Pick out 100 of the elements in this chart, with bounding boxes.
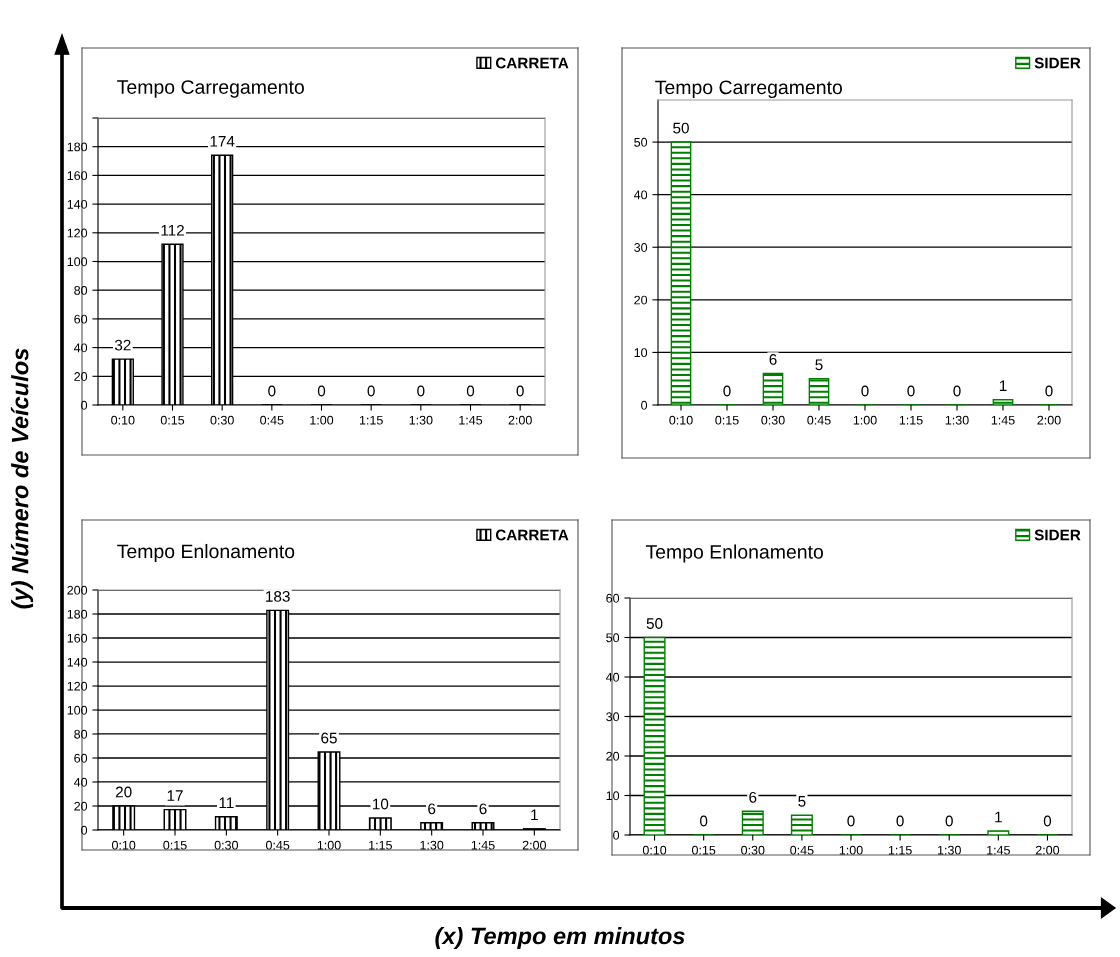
data-label: 6 [479,803,487,815]
text: (x) Tempo em minutos [435,926,685,950]
x-tick-label: 0:30 [214,840,239,850]
y-tick-label: 30 [634,243,648,252]
data-label: 1 [999,380,1007,392]
data-label: 32 [114,339,131,351]
y-tick-label: 60 [74,314,88,324]
legend-label: CARRETA [495,529,569,541]
data-label: 0 [907,385,915,397]
y-tick-label: 120 [67,681,88,691]
bar [987,830,1010,835]
legend-label: SIDER [1034,529,1081,541]
y-tick-label: 40 [73,343,88,353]
y-tick-label: 20 [74,801,88,811]
x-tick-label: 1:45 [991,415,1015,425]
x-tick-label: 0:45 [265,840,290,850]
x-tick-label: 1:45 [987,845,1010,855]
y-tick-label: 50 [606,633,620,643]
y-tick-label: 0 [641,400,648,410]
y-tick-label: 0 [81,400,88,410]
data-label: 50 [646,618,663,629]
x-tick-label: 0:45 [807,415,831,425]
data-label: 0 [896,815,904,827]
x-tick-label: 0:10 [111,840,136,850]
y-tick-label: 80 [74,729,88,739]
y-tick-label: 180 [67,609,88,619]
legend-label: SIDER [1034,57,1081,69]
bar [670,141,692,405]
data-label: 0 [516,385,524,397]
data-label: 0 [317,385,326,397]
x-tick-label: 0:45 [790,845,814,855]
data-label: 0 [700,815,708,827]
y-tick-label: 10 [634,348,648,358]
bar [643,636,666,835]
x-tick-label: 0:15 [160,415,185,425]
data-label: 0 [945,815,953,827]
y-tick-label: 60 [606,593,620,603]
x-tick-label: 1:45 [459,415,483,425]
y-tick-label: 160 [67,171,88,181]
y-tick-label: 60 [74,753,88,763]
y-tick-label: 200 [67,585,88,595]
data-label: 0 [367,385,375,397]
y-tick-label: 30 [606,712,620,722]
y-tick-label: 140 [67,657,88,667]
data-label: 0 [861,385,869,397]
x-tick-label: 2:00 [1035,845,1060,855]
bar [741,810,764,835]
x-tick-label: 0:15 [715,415,739,425]
y-tick-label: 40 [605,672,620,682]
x-tick-label: 0:15 [691,845,716,855]
data-label: 112 [161,224,184,236]
data-label: 0 [847,815,855,827]
x-tick-label: 1:00 [310,415,334,425]
x-tick-label: 1:30 [420,840,444,850]
y-tick-label: 160 [67,633,88,643]
y-tick-label: 0 [613,830,620,840]
text: (y) Número de Veículos [10,348,34,609]
chart-title: Tempo Carregamento [117,80,304,98]
data-label: 6 [769,354,777,365]
data-label: 0 [417,385,425,397]
bar [992,399,1014,405]
y-tick-label: 80 [74,286,88,295]
data-label: 6 [428,803,436,815]
data-label: 174 [210,136,235,147]
x-tick-label: 1:30 [938,845,961,855]
y-tick-label: 0 [81,825,88,835]
x-tick-label: 2:00 [508,415,532,425]
y-tick-label: 100 [67,257,88,267]
x-tick-label: 2:00 [522,840,547,850]
x-tick-label: 1:15 [899,415,923,425]
chart-title: Tempo Enlonamento [645,544,823,563]
data-label: 0 [1045,385,1053,397]
x-tick-label: 0:10 [669,415,693,425]
chart-title: Tempo Carregamento [655,80,842,99]
data-label: 20 [115,786,132,798]
data-label: 50 [673,122,689,134]
y-tick-label: 120 [67,228,88,238]
y-tick-label: 20 [634,295,648,305]
x-tick-label: 1:30 [409,415,433,425]
y-tick-label: 40 [73,777,88,787]
data-label: 5 [815,359,823,371]
bar [808,378,830,405]
data-label: 183 [266,591,290,602]
data-label: 17 [167,790,183,801]
bar [762,372,784,405]
y-tick-label: 140 [67,199,88,209]
data-label: 0 [953,385,961,397]
y-tick-label: 50 [634,137,648,147]
data-label: 5 [798,796,806,807]
x-tick-label: 0:10 [642,845,667,855]
y-tick-label: 10 [606,791,620,801]
y-tick-label: 180 [67,142,88,152]
x-tick-label: 1:15 [888,845,912,855]
x-tick-label: 1:15 [359,415,383,425]
data-label: 0 [466,385,475,397]
y-tick-label: 20 [74,372,88,381]
x-tick-label: 0:15 [163,840,187,850]
x-tick-label: 0:30 [210,415,234,425]
x-tick-label: 0:45 [260,415,284,425]
x-tick-label: 1:00 [839,845,863,855]
